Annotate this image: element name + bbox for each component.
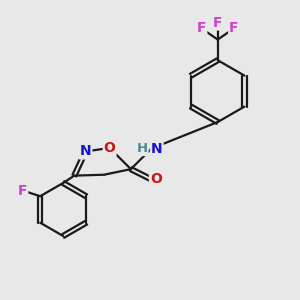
Text: O: O [150,172,162,186]
Text: F: F [197,21,206,35]
Text: H: H [136,142,148,155]
Text: N: N [151,142,163,155]
Text: F: F [18,184,27,198]
Text: O: O [104,141,116,155]
Text: N: N [80,145,91,158]
Text: F: F [213,16,223,29]
Text: F: F [229,21,239,35]
